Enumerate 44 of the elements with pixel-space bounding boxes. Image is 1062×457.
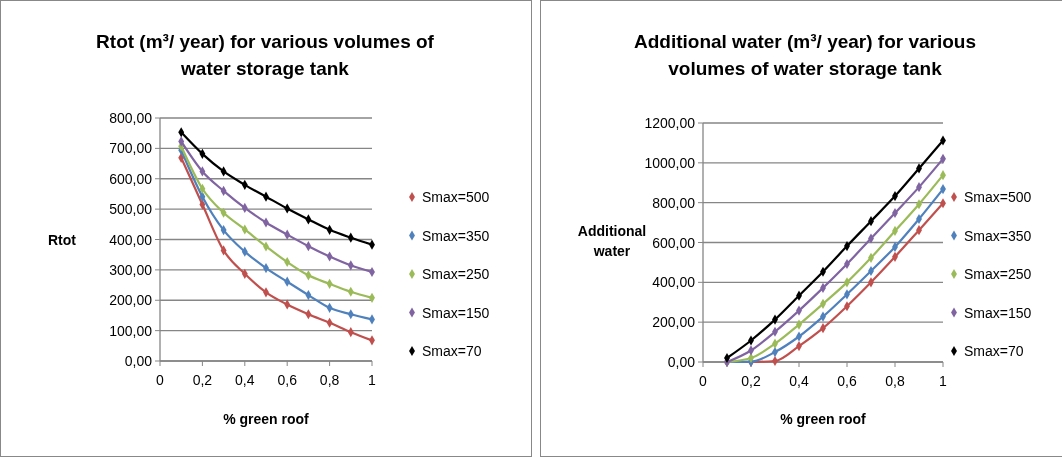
y-tick-label: 800,00 — [652, 194, 696, 211]
y-tick-label: 1000,00 — [644, 154, 696, 171]
y-tick-label: 400,00 — [109, 231, 153, 248]
y-tick-label: 600,00 — [109, 170, 153, 187]
legend-label: Smax=250 — [964, 266, 1032, 282]
x-tick-label: 0 — [699, 373, 708, 389]
x-tick-label: 0,4 — [789, 373, 809, 389]
y-tick-label: 700,00 — [109, 140, 153, 157]
y-tick-label: 800,00 — [109, 110, 153, 126]
y-tick-label: 0,00 — [124, 353, 153, 369]
y-tick-label: 1200,00 — [644, 115, 696, 131]
y-tick-label: 200,00 — [652, 314, 696, 331]
x-tick-label: 0,2 — [192, 372, 213, 388]
x-tick-label: 0,6 — [837, 373, 857, 389]
legend-label: Smax=250 — [422, 266, 490, 282]
x-axis-title: % green roof — [223, 411, 310, 427]
x-tick-label: 1 — [939, 373, 948, 389]
y-axis-title: Additional water — [577, 223, 647, 259]
y-tick-label: 600,00 — [652, 234, 696, 251]
x-tick-label: 0 — [156, 372, 165, 388]
x-tick-label: 0,6 — [277, 372, 298, 388]
y-tick-label: 200,00 — [109, 292, 153, 309]
x-tick-label: 0,8 — [319, 372, 340, 388]
legend-label: Smax=70 — [964, 343, 1024, 359]
legend-label: Smax=70 — [422, 343, 482, 359]
legend-label: Smax=500 — [964, 189, 1032, 205]
x-axis-title: % green roof — [780, 411, 867, 427]
x-tick-label: 0,8 — [885, 373, 905, 389]
y-tick-label: 300,00 — [109, 261, 153, 278]
x-tick-label: 0,4 — [235, 372, 255, 388]
chart-title: Rtot (m³/ year) for various volumes of water storage tank — [96, 31, 435, 79]
legend-label: Smax=350 — [964, 227, 1032, 244]
legend-label: Smax=150 — [964, 304, 1032, 321]
legend-label: Smax=350 — [422, 227, 490, 244]
chart-title: Additional water (m³/ year) for various volumes of water storage tank — [633, 31, 977, 79]
x-tick-label: 1 — [368, 372, 377, 388]
y-tick-label: 500,00 — [109, 201, 153, 218]
y-tick-label: 400,00 — [652, 274, 696, 291]
legend-label: Smax=150 — [422, 304, 490, 321]
y-axis-title: Rtot — [48, 232, 77, 248]
legend-label: Smax=500 — [422, 189, 490, 205]
y-tick-label: 0,00 — [667, 354, 696, 370]
x-tick-label: 0,2 — [741, 373, 761, 389]
y-tick-label: 100,00 — [109, 322, 153, 339]
